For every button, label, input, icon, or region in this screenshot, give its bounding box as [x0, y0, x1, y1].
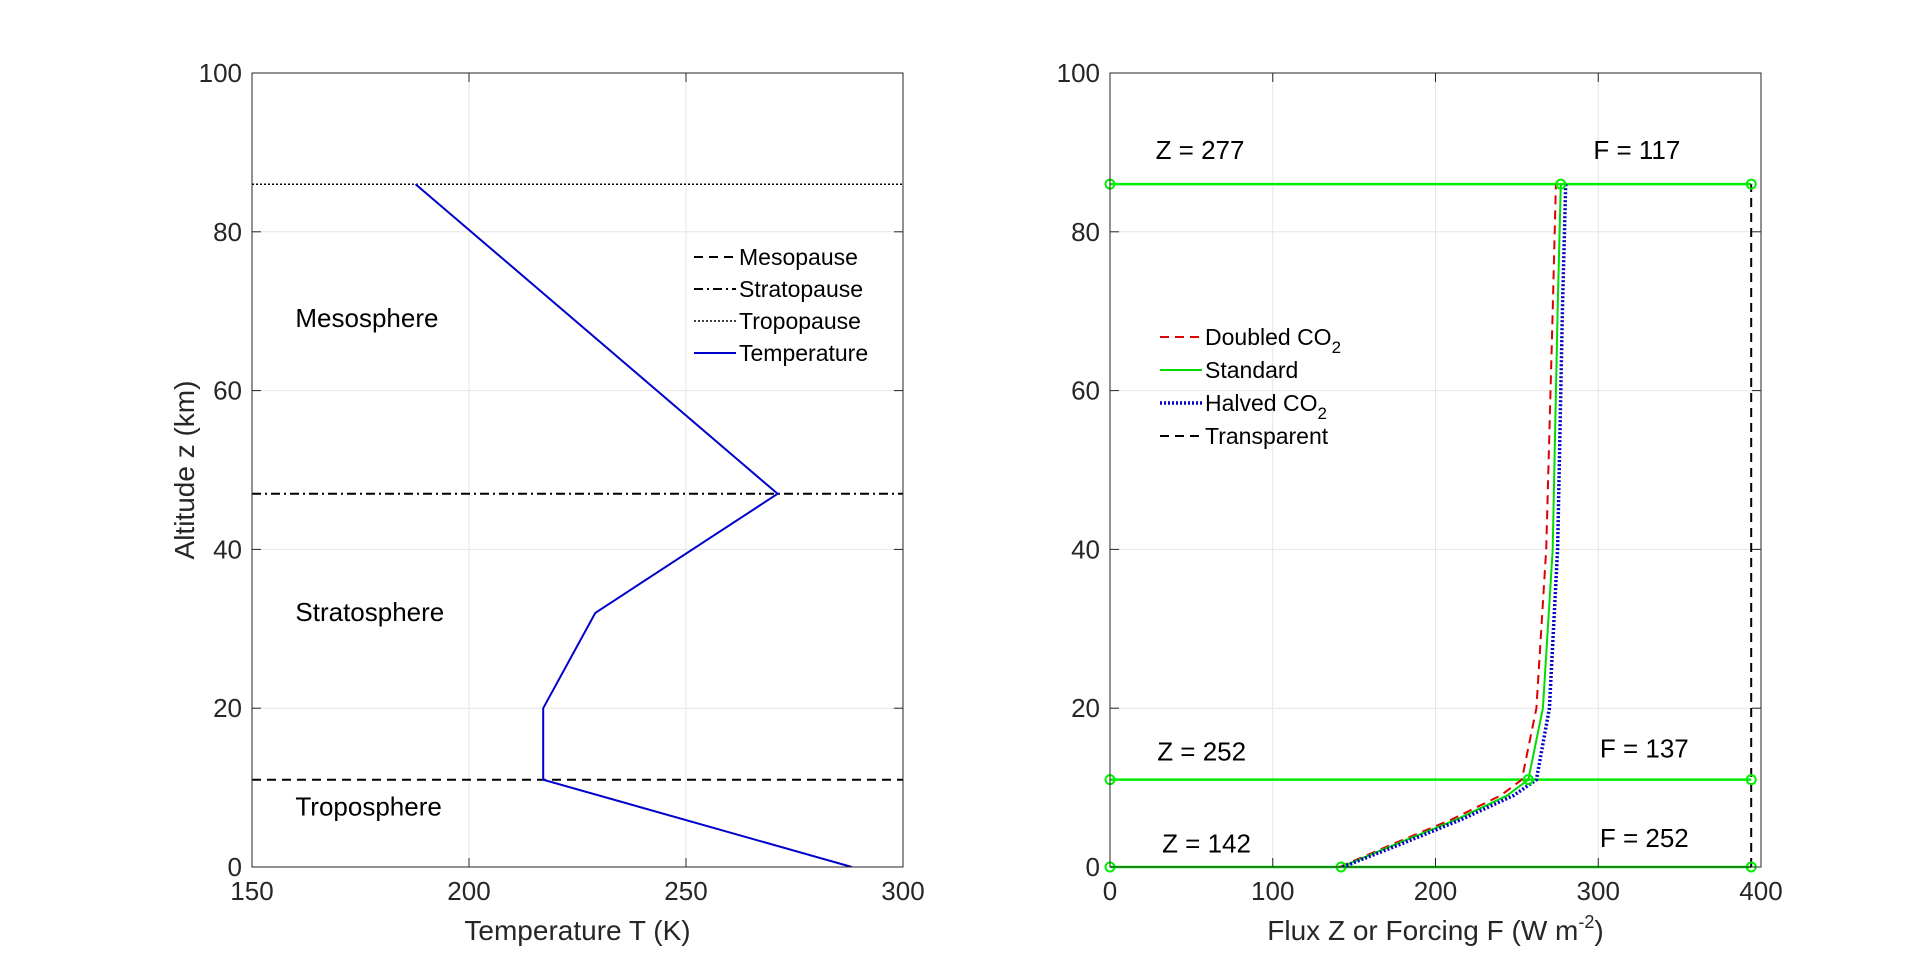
reference-marker — [1745, 774, 1757, 786]
legend-entry: Doubled CO2 — [1205, 324, 1341, 357]
y-axis-label: Altitude z (km) — [169, 381, 200, 560]
x-tick-label: 400 — [1739, 876, 1782, 906]
y-tick-label: 60 — [1071, 376, 1100, 406]
region-annotation: Stratosphere — [295, 597, 444, 627]
reference-marker — [1555, 178, 1567, 190]
legend-entry: Stratopause — [739, 276, 863, 302]
y-tick-label: 100 — [1057, 58, 1100, 88]
flux-forcing-chart: 0 100 200 300 400 0 20 40 60 80 100 Flux Z or Forci… — [1057, 58, 1783, 946]
legend-entry: Mesopause — [739, 244, 858, 270]
region-annotation: F = 117 — [1593, 135, 1680, 165]
region-annotation: Z = 252 — [1157, 737, 1246, 767]
y-tick-label: 20 — [1071, 693, 1100, 723]
region-annotation: Troposphere — [295, 791, 441, 821]
x-tick-label: 200 — [447, 876, 490, 906]
x-tick-label: 250 — [664, 876, 707, 906]
region-annotation: Mesosphere — [295, 303, 438, 333]
region-annotation: F = 252 — [1600, 823, 1689, 853]
series-doubled-coline — [1339, 184, 1557, 867]
series-temperatureline — [414, 183, 853, 867]
region-annotation: Z = 277 — [1156, 135, 1245, 165]
legend-entry: Transparent — [1205, 423, 1329, 449]
legend-entry: Standard — [1205, 357, 1298, 383]
series-halved-coline — [1342, 184, 1568, 867]
y-tick-label: 20 — [213, 693, 242, 723]
x-tick-label: 200 — [1414, 876, 1457, 906]
y-tick-label: 0 — [228, 852, 242, 882]
y-tick-label: 40 — [213, 534, 242, 564]
legend: Mesopause Stratopause Tropopause Temperatur… — [694, 244, 868, 366]
x-axis-label: Flux Z or Forcing F (W m-2) — [1267, 912, 1603, 946]
y-tick-label: 40 — [1071, 534, 1100, 564]
region-annotation: Z = 142 — [1162, 829, 1251, 859]
reference-marker — [1522, 774, 1534, 786]
legend-entry: Temperature — [739, 340, 868, 366]
temperature-profile-chart: 150 200 250 300 0 20 40 60 80 100 Temperature T (K… — [169, 58, 925, 946]
region-annotation: F = 137 — [1600, 733, 1689, 763]
y-tick-label: 0 — [1086, 852, 1100, 882]
x-tick-label: 150 — [230, 876, 273, 906]
x-tick-label: 0 — [1103, 876, 1117, 906]
legend-entry: Tropopause — [739, 308, 861, 334]
x-tick-label: 300 — [881, 876, 924, 906]
x-tick-label: 300 — [1577, 876, 1620, 906]
y-tick-label: 80 — [1071, 217, 1100, 247]
plot-area — [252, 73, 903, 867]
y-tick-label: 80 — [213, 217, 242, 247]
reference-marker — [1745, 178, 1757, 190]
y-tick-label: 60 — [213, 376, 242, 406]
axes-box — [251, 72, 904, 868]
y-tick-label: 100 — [199, 58, 242, 88]
x-axis-label: Temperature T (K) — [464, 915, 690, 946]
series-standardline — [1340, 184, 1562, 867]
x-tick-label: 100 — [1251, 876, 1294, 906]
legend-entry: Halved CO2 — [1205, 390, 1327, 423]
